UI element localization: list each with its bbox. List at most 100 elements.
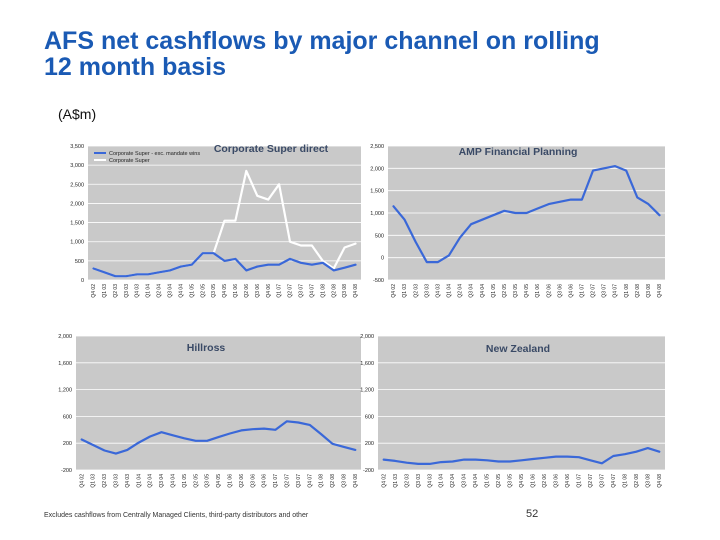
x-tick-label: Q2 05 (200, 284, 206, 298)
x-tick-label: Q4 06 (262, 474, 268, 488)
x-tick-label: Q1 06 (228, 474, 234, 488)
x-tick-label: Q2 08 (635, 284, 641, 298)
x-tick-label: Q3 06 (250, 474, 256, 488)
x-tick-label: Q4 02 (391, 284, 397, 298)
chart-title: Hillross (187, 342, 226, 354)
x-tick-label: Q4 07 (307, 474, 313, 488)
y-tick-label: 2,500 (70, 182, 84, 188)
chart-title: New Zealand (486, 343, 550, 355)
legend-entry: Corporate Super (109, 158, 150, 164)
x-tick-label: Q1 07 (577, 474, 583, 488)
x-tick-label: Q1 07 (273, 474, 279, 488)
x-tick-label: Q3 04 (168, 284, 174, 298)
x-tick-label: Q2 07 (591, 284, 597, 298)
x-tick-label: Q3 08 (645, 474, 651, 488)
x-tick-label: Q2 04 (450, 474, 456, 488)
x-tick-label: Q1 08 (622, 474, 628, 488)
plot-area (76, 336, 361, 470)
x-tick-label: Q2 08 (331, 284, 337, 298)
x-tick-label: Q1 03 (91, 474, 97, 488)
x-tick-label: Q4 08 (353, 474, 359, 488)
y-tick-label: 3,500 (70, 144, 84, 150)
x-tick-label: Q4 05 (524, 284, 530, 298)
x-tick-label: Q3 03 (424, 284, 430, 298)
x-tick-label: Q1 07 (277, 284, 283, 298)
x-tick-label: Q4 03 (125, 474, 131, 488)
x-tick-label: Q2 06 (244, 284, 250, 298)
x-tick-label: Q4 07 (309, 284, 315, 298)
y-tick-label: 2,000 (70, 201, 84, 207)
y-tick-label: 600 (63, 414, 72, 420)
x-tick-label: Q2 03 (113, 284, 119, 298)
chart-title: Corporate Super direct (214, 143, 329, 155)
chart-panel-corporate-super: 0 500 1,000 1,500 2,000 2,500 3,000 3,500 Q4 02 Q… (56, 138, 366, 323)
footnote: Excludes cashflows from Centrally Manage… (44, 512, 309, 519)
y-tick-label: 1,000 (70, 240, 84, 246)
x-tick-label: Q1 03 (393, 474, 399, 488)
x-tick-label: Q1 05 (491, 284, 497, 298)
y-tick-label: -200 (61, 468, 72, 474)
x-tick-label: Q1 04 (136, 474, 142, 488)
x-tick-label: Q4 03 (427, 474, 433, 488)
y-tick-label: 1,500 (370, 189, 384, 195)
x-tick-label: Q3 06 (554, 474, 560, 488)
x-tick-label: Q2 04 (148, 474, 154, 488)
x-tick-label: Q2 05 (193, 474, 199, 488)
amp-financial-planning-chart: -500 0 500 1,000 1,500 2,000 2,500 Q4 02 Q1 03 Q2… (370, 144, 665, 298)
x-tick-label: Q2 05 (496, 474, 502, 488)
x-tick-label: Q4 02 (79, 474, 85, 488)
y-tick-label: 1,200 (360, 388, 374, 394)
y-tick-label: -500 (373, 278, 384, 284)
x-tick-label: Q1 07 (580, 284, 586, 298)
y-tick-label: 1,500 (70, 221, 84, 227)
x-tick-label: Q3 06 (557, 284, 563, 298)
x-tick-label: Q4 05 (519, 474, 525, 488)
x-tick-label: Q2 07 (588, 474, 594, 488)
series-line-0 (392, 165, 661, 264)
y-tick-label: 2,000 (360, 334, 374, 340)
x-tick-label: Q1 08 (319, 474, 325, 488)
x-tick-label: Q4 03 (135, 284, 141, 298)
x-tick-label: Q2 05 (502, 284, 508, 298)
x-tick-label: Q2 08 (634, 474, 640, 488)
x-tick-label: Q1 04 (439, 474, 445, 488)
x-tick-label: Q2 07 (285, 474, 291, 488)
x-tick-label: Q4 02 (381, 474, 387, 488)
x-tick-label: Q4 08 (657, 474, 663, 488)
x-tick-label: Q2 07 (288, 284, 294, 298)
x-tick-label: Q1 05 (485, 474, 491, 488)
series-line-0 (382, 446, 661, 465)
series-line-0 (92, 252, 357, 278)
y-tick-label: 0 (81, 278, 84, 284)
x-tick-label: Q4 04 (171, 474, 177, 488)
y-tick-label: 500 (375, 233, 384, 239)
x-tick-label: Q2 03 (404, 474, 410, 488)
x-tick-label: Q1 05 (182, 474, 188, 488)
x-tick-label: Q1 06 (535, 284, 541, 298)
x-tick-label: Q4 06 (565, 474, 571, 488)
x-tick-label: Q3 05 (513, 284, 519, 298)
y-tick-label: -200 (363, 468, 374, 474)
x-tick-label: Q2 03 (102, 474, 108, 488)
x-tick-label: Q3 07 (299, 284, 305, 298)
x-tick-label: Q2 03 (413, 284, 419, 298)
unit-label: (A$m) (58, 106, 97, 122)
y-tick-label: 1,600 (360, 361, 374, 367)
x-tick-label: Q3 05 (211, 284, 217, 298)
x-tick-label: Q2 04 (157, 284, 163, 298)
x-tick-label: Q1 03 (402, 284, 408, 298)
legend-entry: Corporate Super - exc. mandate wins (109, 151, 200, 157)
x-tick-label: Q3 07 (599, 474, 605, 488)
plot-area (88, 146, 361, 280)
chart-panel-amp-financial-planning: -500 0 500 1,000 1,500 2,000 2,500 Q4 02 Q1 03 Q2… (360, 138, 670, 323)
x-tick-label: Q4 07 (611, 474, 617, 488)
x-tick-label: Q3 05 (205, 474, 211, 488)
x-tick-label: Q3 04 (469, 284, 475, 298)
x-tick-label: Q2 06 (546, 284, 552, 298)
x-tick-label: Q2 06 (239, 474, 245, 488)
x-tick-label: Q1 05 (189, 284, 195, 298)
chart-title: AMP Financial Planning (459, 146, 578, 158)
y-tick-label: 0 (381, 256, 384, 262)
x-tick-label: Q4 08 (353, 284, 359, 298)
chart-panel-hillross: -200 200 600 1,200 1,600 2,000 Q4 02 Q1 03 Q2 03… (56, 328, 366, 503)
